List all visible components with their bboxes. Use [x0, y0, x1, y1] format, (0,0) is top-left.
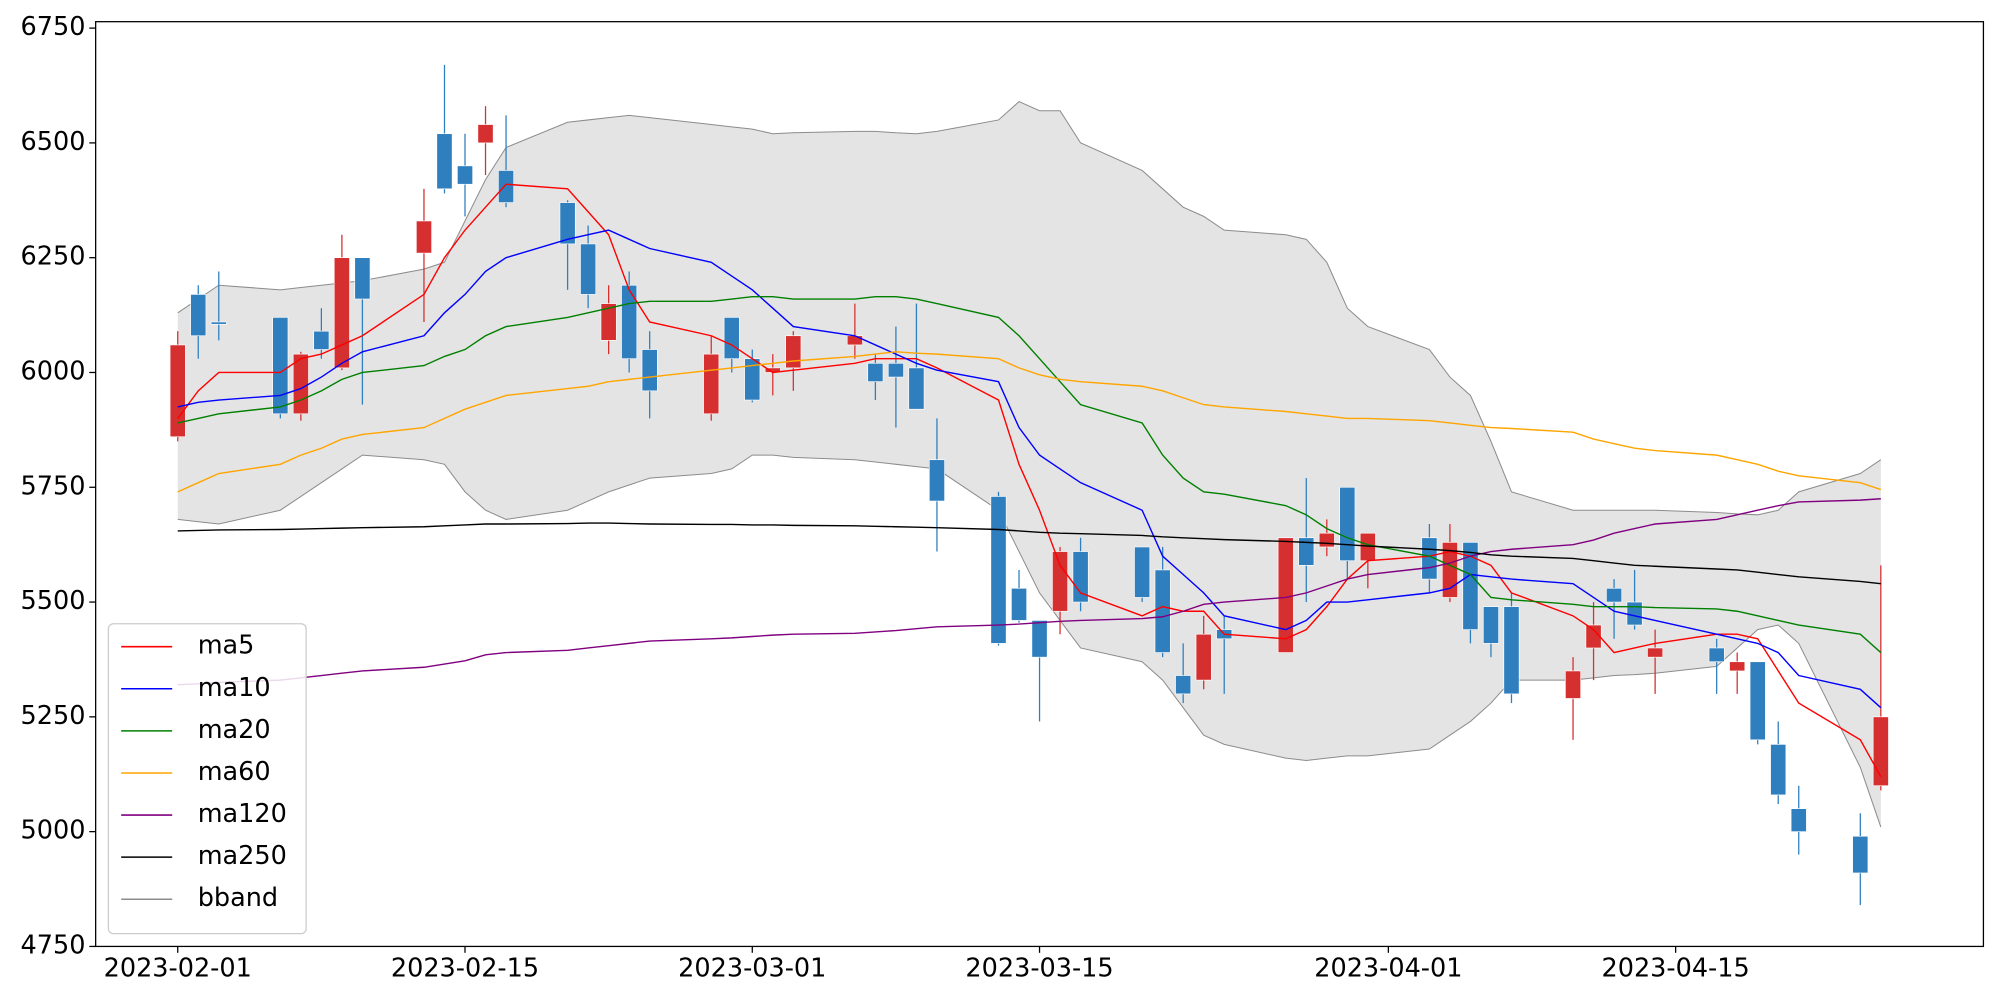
x-tick-label: 2023-04-01	[1314, 953, 1462, 983]
candle-body	[867, 362, 884, 382]
candle-body	[908, 367, 925, 410]
candle-body	[190, 294, 207, 337]
x-tick-label: 2023-03-15	[965, 953, 1113, 983]
candle-body	[1852, 835, 1869, 874]
y-tick-label: 6500	[21, 127, 86, 157]
candle-body	[990, 496, 1007, 644]
y-tick-label: 5750	[21, 471, 86, 501]
candle-body	[272, 317, 289, 415]
candle-body	[846, 335, 863, 346]
legend-label: ma10	[198, 673, 271, 703]
y-tick-label: 6000	[21, 356, 86, 386]
candle-body	[580, 243, 597, 295]
candle-body	[477, 124, 494, 144]
candle-body	[210, 321, 227, 325]
candle-body	[1729, 661, 1746, 672]
candle-body	[1626, 601, 1643, 626]
candle-body	[1339, 486, 1356, 562]
candle-body	[1708, 647, 1725, 663]
candle-body	[1031, 620, 1048, 658]
candle-body	[333, 257, 350, 369]
candle-body	[1011, 587, 1027, 621]
candle-body	[1462, 542, 1479, 630]
candle-body	[887, 362, 904, 378]
candle-body	[641, 349, 658, 392]
candle-body	[1134, 546, 1151, 598]
candle-body	[1175, 675, 1192, 695]
ma-line	[177, 522, 1881, 585]
candle-body	[1585, 624, 1602, 649]
x-tick-label: 2023-02-15	[391, 953, 539, 983]
candle-body	[1052, 551, 1069, 612]
candle-body	[1503, 606, 1520, 695]
candle-body	[1072, 551, 1089, 603]
ma-line	[177, 296, 1882, 654]
ma-line	[177, 351, 1882, 493]
candle-body	[313, 330, 330, 350]
y-tick-label: 6250	[21, 242, 86, 272]
candle-body	[1298, 537, 1315, 566]
y-tick-label: 4750	[21, 930, 86, 960]
x-tick-label: 2023-02-01	[104, 953, 252, 983]
candle-body	[457, 165, 473, 185]
candle-body	[928, 459, 945, 502]
y-tick-label: 5500	[21, 586, 86, 616]
candle-body	[703, 353, 720, 415]
legend-label: ma120	[198, 799, 287, 829]
candle-body	[354, 257, 371, 300]
legend-label: ma5	[198, 631, 255, 661]
candle-body	[1154, 569, 1171, 653]
candle-body	[1606, 587, 1623, 603]
candle-body	[1421, 537, 1438, 580]
candle-body	[1318, 532, 1335, 548]
candle-body	[1195, 633, 1212, 681]
legend-label: ma20	[198, 715, 271, 745]
candle-body	[498, 170, 515, 203]
legend-box	[107, 623, 307, 935]
candle-body	[723, 317, 740, 360]
candle-body	[1565, 670, 1582, 699]
legend-label: ma250	[198, 841, 287, 871]
candle-body	[600, 303, 617, 341]
bband-edge	[177, 100, 1882, 516]
candle-body	[415, 220, 432, 254]
legend-label: bband	[198, 883, 278, 913]
candle-body	[1482, 606, 1499, 644]
candle-body	[436, 133, 453, 190]
candle-body	[1647, 647, 1664, 658]
candle-body	[1770, 744, 1787, 796]
candle-body	[559, 202, 576, 245]
bband-fill	[177, 101, 1881, 828]
ma-line	[177, 229, 1882, 709]
x-tick-label: 2023-04-15	[1602, 953, 1750, 983]
candle-body	[785, 335, 802, 369]
y-tick-label: 5250	[21, 701, 86, 731]
ma-line	[177, 183, 1882, 777]
y-tick-label: 6750	[21, 12, 86, 42]
ma-line	[177, 498, 1881, 686]
y-tick-label: 5000	[21, 816, 86, 846]
legend-label: ma60	[198, 757, 271, 787]
candle-body	[1441, 542, 1458, 598]
candle-body	[1790, 808, 1807, 832]
bband-edge	[177, 454, 1882, 828]
x-tick-label: 2023-03-01	[678, 953, 826, 983]
candle-body	[1749, 661, 1766, 741]
candle-body	[621, 284, 638, 360]
candle-body	[1277, 537, 1294, 653]
